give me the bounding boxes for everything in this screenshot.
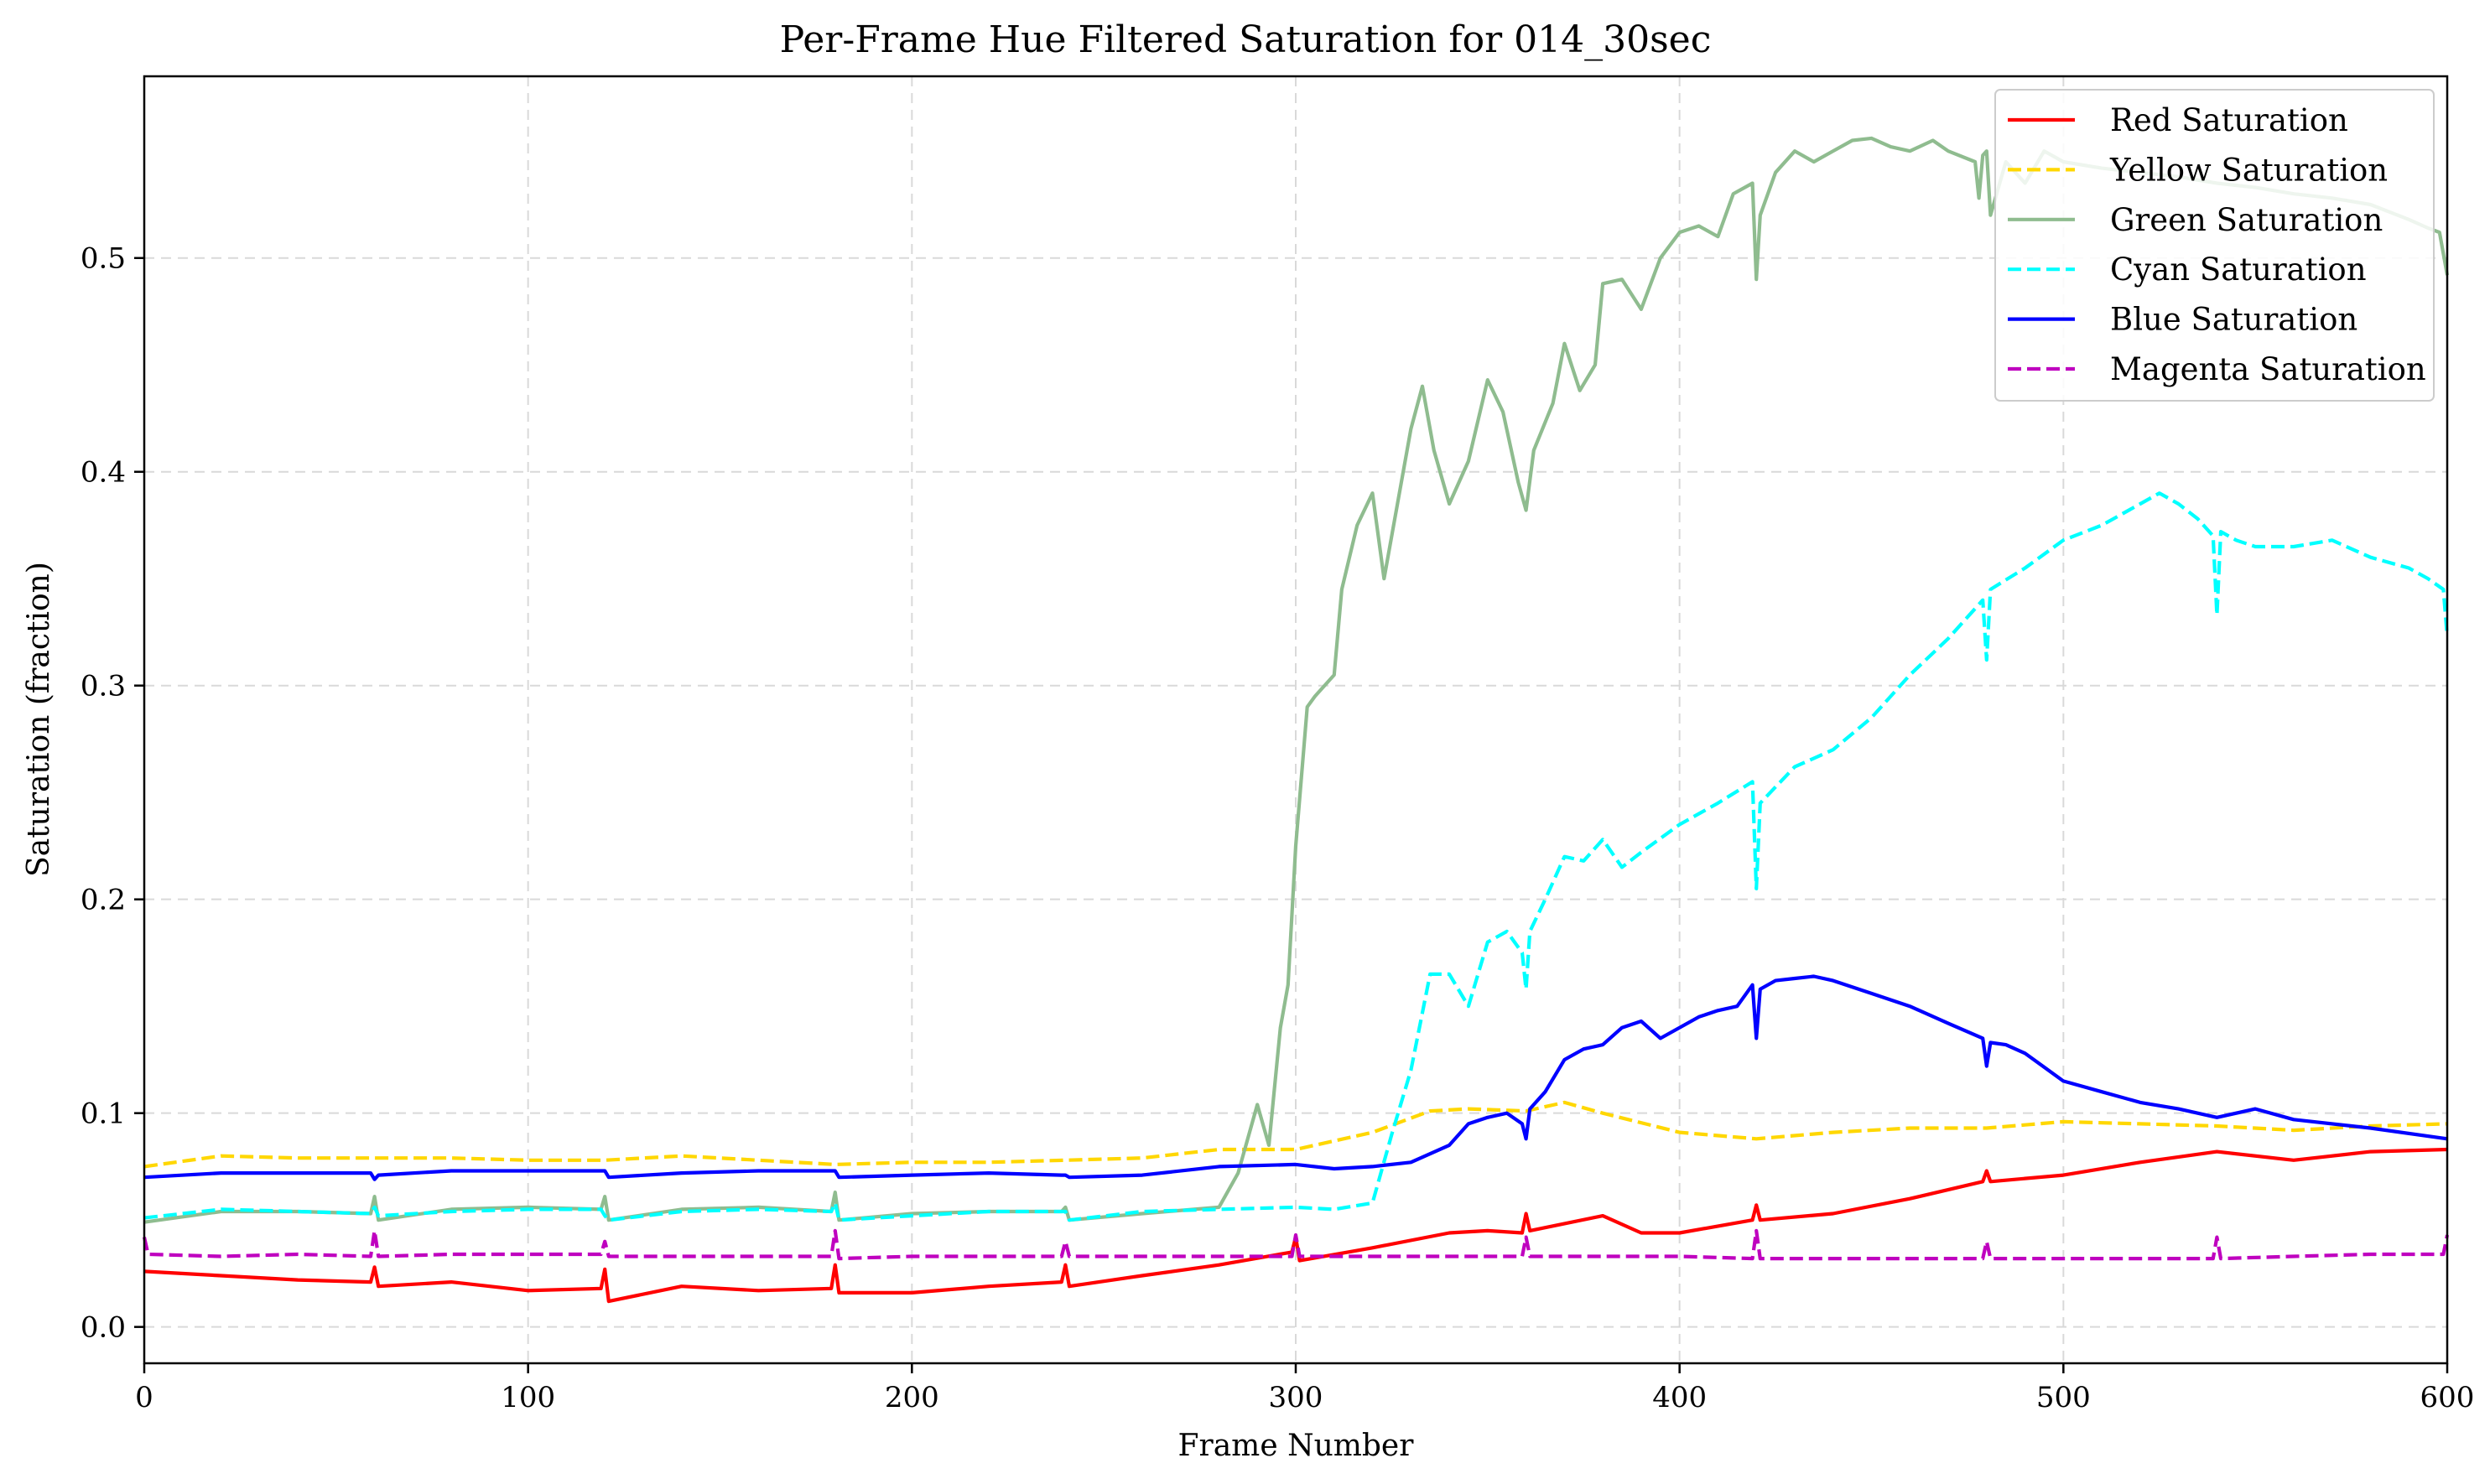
chart-legend: Red Saturation Yellow Saturation Green Sat… bbox=[1994, 89, 2435, 402]
y-tick-label: 0.0 bbox=[81, 1311, 126, 1345]
series-line-magenta-saturation bbox=[142, 1228, 2450, 1261]
legend-label: Magenta Saturation bbox=[2110, 351, 2426, 387]
y-tick-label: 0.5 bbox=[81, 242, 126, 276]
series-line-cyan-saturation bbox=[143, 491, 2450, 1222]
chart-title: Per-Frame Hue Filtered Saturation for 01… bbox=[780, 18, 1712, 61]
y-tick-label: 0.4 bbox=[81, 456, 126, 490]
y-tick-label: 0.2 bbox=[81, 884, 126, 917]
series-line-blue-saturation bbox=[143, 974, 2448, 1181]
legend-label: Cyan Saturation bbox=[2110, 252, 2367, 288]
x-tick-label: 300 bbox=[1269, 1381, 1323, 1414]
y-tick-label: 0.1 bbox=[81, 1097, 126, 1131]
x-tick-label: 100 bbox=[501, 1381, 555, 1414]
x-tick-label: 600 bbox=[2420, 1381, 2475, 1414]
legend-label: Yellow Saturation bbox=[2109, 152, 2388, 188]
axis-ticks: 0 100 200 300 400 500 600 0.0 0.1 0.2 0.3 0.4 0.5 bbox=[81, 242, 2475, 1414]
legend-label: Blue Saturation bbox=[2110, 302, 2357, 338]
plot-area-frame bbox=[143, 75, 2449, 1365]
x-tick-label: 200 bbox=[885, 1381, 939, 1414]
x-tick-label: 0 bbox=[135, 1381, 153, 1414]
x-tick-label: 400 bbox=[1652, 1381, 1707, 1414]
legend-label: Green Saturation bbox=[2110, 202, 2383, 238]
y-tick-label: 0.3 bbox=[81, 670, 126, 703]
legend-entries: Red Saturation Yellow Saturation Green Sat… bbox=[2008, 102, 2426, 387]
series-line-yellow-saturation bbox=[143, 1100, 2448, 1169]
x-tick-label: 500 bbox=[2036, 1381, 2091, 1414]
y-axis-label: Saturation (fraction) bbox=[22, 562, 56, 877]
x-axis-label: Frame Number bbox=[1178, 1429, 1415, 1463]
legend-label: Red Saturation bbox=[2110, 102, 2348, 138]
legend-box bbox=[1994, 89, 2435, 402]
